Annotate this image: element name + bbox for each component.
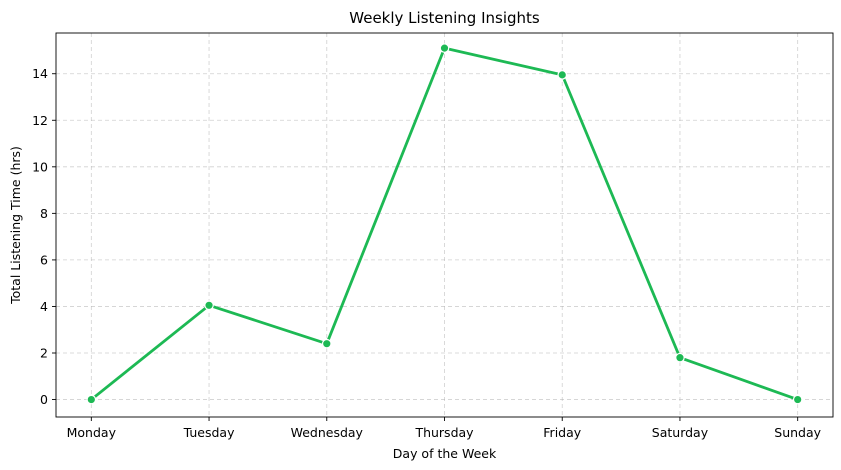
- x-tick-label: Friday: [543, 425, 581, 440]
- x-tick-label: Sunday: [774, 425, 821, 440]
- data-point: [557, 70, 568, 80]
- series-layer: [86, 43, 803, 405]
- y-tick-label: 14: [32, 66, 48, 81]
- y-axis-ticks: 0 2 4 6 8 10 12 14: [32, 66, 56, 407]
- data-point: [439, 43, 450, 53]
- data-point: [86, 394, 97, 405]
- y-tick-label: 12: [32, 113, 48, 128]
- data-point: [204, 300, 214, 311]
- y-tick-label: 2: [40, 346, 48, 361]
- data-point: [675, 352, 685, 363]
- y-tick-label: 6: [40, 252, 48, 267]
- y-tick-label: 8: [40, 206, 48, 221]
- x-tick-label: Tuesday: [183, 425, 235, 440]
- x-tick-label: Thursday: [414, 425, 474, 440]
- y-tick-label: 10: [32, 159, 48, 174]
- y-tick-label: 0: [40, 392, 48, 407]
- data-point: [792, 394, 803, 405]
- x-axis-label: Day of the Week: [393, 446, 497, 461]
- data-point: [321, 338, 332, 349]
- chart-title: Weekly Listening Insights: [349, 9, 540, 27]
- x-tick-label: Wednesday: [291, 425, 364, 440]
- y-tick-label: 4: [40, 299, 48, 314]
- x-tick-label: Monday: [67, 425, 117, 440]
- x-axis-ticks: Monday Tuesday Wednesday Thursday Friday Satu…: [67, 417, 822, 440]
- y-axis-label: Total Listening Time (hrs): [8, 146, 23, 305]
- grid-lines: [56, 33, 833, 417]
- x-tick-label: Saturday: [652, 425, 709, 440]
